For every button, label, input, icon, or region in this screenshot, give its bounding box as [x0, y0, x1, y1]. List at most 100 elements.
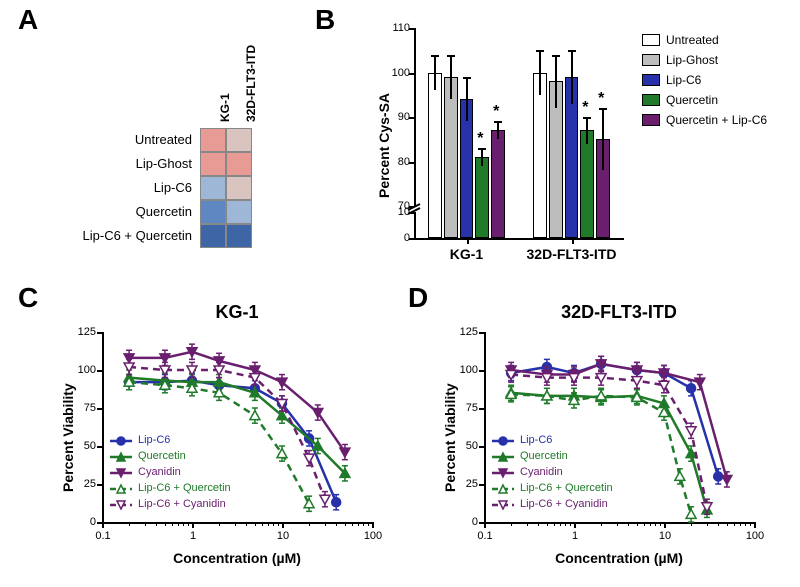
legend-marker: [499, 437, 507, 445]
legend-marker: [499, 469, 507, 477]
error-cap: [552, 55, 560, 57]
dose-x-label: Concentration (µM): [484, 550, 754, 566]
legend-marker: [499, 453, 507, 461]
legend-swatch: [642, 114, 660, 126]
panel-label-b: B: [315, 4, 335, 36]
y-tick-label: 110: [380, 22, 410, 34]
panel-label-a: A: [18, 4, 38, 36]
axis-line: [414, 238, 624, 240]
error-bar: [466, 77, 468, 122]
legend-label: Lip-C6 + Cyanidin: [138, 498, 226, 510]
error-bar: [450, 55, 452, 100]
error-bar: [571, 50, 573, 103]
error-bar: [481, 148, 483, 166]
error-cap: [599, 108, 607, 110]
dose-marker: [340, 448, 350, 457]
legend-label: Quercetin: [666, 93, 718, 107]
error-bar: [497, 121, 499, 139]
y-tick-label: 100: [380, 67, 410, 79]
y-tick-label: 0: [380, 232, 410, 244]
legend-label: Lip-C6: [138, 434, 170, 446]
bar: [533, 73, 547, 239]
legend-label: Lip-C6 + Quercetin: [520, 482, 613, 494]
legend-marker: [117, 453, 125, 461]
bar-group-label: KG-1: [414, 246, 519, 262]
bar: [491, 130, 505, 238]
legend-label: Lip-C6: [666, 73, 701, 87]
error-bar: [555, 55, 557, 108]
error-cap: [478, 148, 486, 150]
heatmap-cell: [200, 152, 226, 176]
legend-marker: [117, 485, 125, 493]
dose-chart-kg1: KG-102550751001250.1110100Percent Viabil…: [50, 300, 400, 575]
significance-star: *: [582, 99, 588, 117]
dose-marker: [675, 471, 685, 480]
error-bar: [434, 55, 436, 91]
dose-x-label: Concentration (µM): [102, 550, 372, 566]
dose-marker: [250, 411, 260, 420]
error-cap: [583, 117, 591, 119]
error-cap: [536, 50, 544, 52]
x-tick: [467, 238, 469, 244]
axis-break: [408, 206, 422, 216]
legend-label: Cyanidin: [520, 466, 563, 478]
y-tick-label: 10: [380, 206, 410, 218]
heatmap-row-label: Untreated: [52, 132, 192, 147]
legend-label: Lip-Ghost: [666, 53, 718, 67]
dose-chart-32d: 32D-FLT3-ITD02550751001250.1110100Percen…: [432, 300, 782, 575]
heatmap-cell: [226, 224, 252, 248]
error-bar: [539, 50, 541, 95]
dose-marker: [714, 472, 723, 481]
legend-label: Lip-C6 + Quercetin: [138, 482, 231, 494]
heatmap-cell: [200, 200, 226, 224]
error-cap: [447, 55, 455, 57]
legend-swatch: [642, 74, 660, 86]
bar-group-label: 32D-FLT3-ITD: [519, 246, 624, 262]
bar: [428, 73, 442, 239]
dose-marker: [695, 378, 705, 387]
significance-star: *: [477, 130, 483, 148]
dose-marker: [722, 475, 732, 484]
bar: [580, 130, 594, 238]
heatmap-row-label: Quercetin: [52, 204, 192, 219]
dose-marker: [687, 384, 696, 393]
bar-y-label: Percent Cys-SA: [376, 93, 392, 198]
dose-marker: [686, 427, 696, 436]
legend-label: Lip-C6 + Cyanidin: [520, 498, 608, 510]
dose-marker: [686, 509, 696, 518]
legend-label: Quercetin: [138, 450, 186, 462]
bar: [444, 77, 458, 238]
legend-swatch: [642, 94, 660, 106]
heatmap-cell: [226, 152, 252, 176]
heatmap-row-label: Lip-Ghost: [52, 156, 192, 171]
axis-line: [414, 28, 416, 206]
heatmap-cell: [226, 176, 252, 200]
legend-marker: [499, 501, 507, 509]
panel-label-d: D: [408, 282, 428, 314]
dose-marker: [304, 454, 314, 463]
legend-label: Quercetin: [520, 450, 568, 462]
heatmap: KG-1 32D-FLT3-ITD Untreated Lip-Ghost Lip-C6…: [50, 30, 310, 260]
legend-swatch: [642, 54, 660, 66]
legend-label: Untreated: [666, 33, 719, 47]
heatmap-col-label: 32D-FLT3-ITD: [244, 45, 258, 122]
heatmap-row-label: Lip-C6: [52, 180, 192, 195]
heatmap-cell: [200, 128, 226, 152]
heatmap-col-label: KG-1: [218, 93, 232, 122]
x-tick: [572, 238, 574, 244]
legend-label: Quercetin + Lip-C6: [666, 113, 767, 127]
error-bar: [602, 108, 604, 170]
error-cap: [431, 55, 439, 57]
heatmap-row-label: Lip-C6 + Quercetin: [52, 228, 192, 243]
legend-label: Cyanidin: [138, 466, 181, 478]
error-cap: [463, 77, 471, 79]
bar: [475, 157, 489, 238]
legend-marker: [117, 501, 125, 509]
figure-root: A B C D KG-132D-FLT3-ITDUntreatedLip-Gho…: [0, 0, 800, 587]
legend-marker: [117, 469, 125, 477]
heatmap-cell: [226, 200, 252, 224]
dose-marker: [304, 499, 314, 508]
legend-label: Lip-C6: [520, 434, 552, 446]
legend-swatch: [642, 34, 660, 46]
dose-marker: [332, 498, 341, 507]
